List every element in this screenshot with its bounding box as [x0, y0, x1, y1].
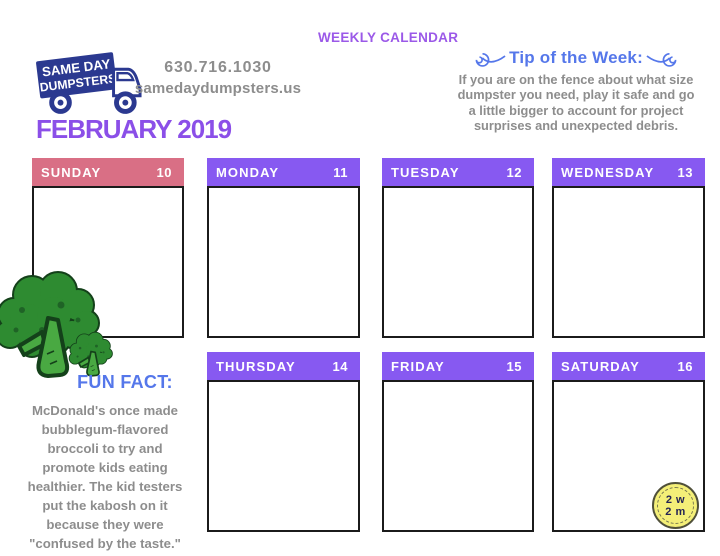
- day-date: 13: [677, 164, 693, 180]
- tip-title: Tip of the Week:: [509, 48, 643, 67]
- day-box-thursday: [207, 380, 360, 532]
- tip-text-line: dumpster you need, play it safe and go: [457, 87, 695, 103]
- day-box-tuesday: [382, 186, 534, 338]
- tip-text: If you are on the fence about what size …: [438, 72, 714, 133]
- tip-text-line: If you are on the fence about what size: [458, 72, 694, 87]
- contact-block: 630.716.1030 samedaydumpsters.us: [133, 59, 303, 97]
- day-header-wednesday: WEDNESDAY 13: [552, 158, 705, 186]
- company-logo-truck-icon: SAME DAY DUMPSTERS: [36, 52, 142, 114]
- day-cell-monday: MONDAY 11: [207, 158, 360, 338]
- day-header-monday: MONDAY 11: [207, 158, 360, 186]
- month-title: FEBRUARY 2019: [36, 114, 232, 144]
- day-cell-friday: FRIDAY 15: [382, 352, 534, 532]
- day-cell-thursday: THURSDAY 14: [207, 352, 360, 532]
- day-header-thursday: THURSDAY 14: [207, 352, 360, 380]
- day-name: SATURDAY: [561, 358, 640, 374]
- day-date: 11: [333, 164, 348, 180]
- tip-text-line: surprises and unexpected debris.: [473, 117, 679, 133]
- day-header-sunday: SUNDAY 10: [32, 158, 184, 186]
- tip-of-the-week: Tip of the Week: If you are on the fence…: [438, 48, 714, 133]
- fun-fact-line: put the kabosh on it: [42, 498, 168, 513]
- day-box-monday: [207, 186, 360, 338]
- day-header-saturday: SATURDAY 16: [552, 352, 705, 380]
- fun-fact-line: healthier. The kid testers: [27, 479, 183, 494]
- badge-line1: 2 w: [665, 493, 686, 506]
- day-date: 10: [156, 164, 172, 180]
- broccoli-icon: [0, 271, 113, 378]
- badge-line2: 2 m: [665, 505, 686, 518]
- day-date: 14: [332, 358, 348, 374]
- fun-fact-line: because they were: [46, 517, 164, 532]
- fun-fact-line: bubblegum-flavored: [41, 422, 169, 437]
- day-date: 12: [506, 164, 522, 180]
- day-name: THURSDAY: [216, 358, 296, 374]
- day-cell-tuesday: TUESDAY 12: [382, 158, 534, 338]
- fun-fact-text: McDonald's once made bubblegum-flavored …: [2, 401, 208, 553]
- fun-fact-line: "confused by the taste.": [29, 536, 181, 551]
- day-name: WEDNESDAY: [561, 164, 655, 180]
- page-title: WEEKLY CALENDAR: [318, 30, 459, 45]
- fun-fact-line: broccoli to try and: [47, 441, 163, 456]
- phone-number[interactable]: 630.716.1030: [164, 59, 272, 76]
- day-name: TUESDAY: [391, 164, 460, 180]
- fun-fact-title: FUN FACT:: [77, 372, 173, 392]
- day-date: 15: [506, 358, 522, 374]
- day-box-wednesday: [552, 186, 705, 338]
- day-header-tuesday: TUESDAY 12: [382, 158, 534, 186]
- day-cell-wednesday: WEDNESDAY 13: [552, 158, 705, 338]
- tip-text-line: a little bigger to account for project: [468, 102, 684, 118]
- day-name: FRIDAY: [391, 358, 445, 374]
- duration-badge: 2 w 2 m: [652, 482, 699, 529]
- day-date: 16: [677, 358, 693, 374]
- day-header-friday: FRIDAY 15: [382, 352, 534, 380]
- day-name: MONDAY: [216, 164, 280, 180]
- flourish-right-icon: [646, 52, 677, 67]
- fun-fact-line: McDonald's once made: [31, 403, 179, 418]
- duration-badge-inner: 2 w 2 m: [657, 487, 694, 524]
- day-box-friday: [382, 380, 534, 532]
- fun-fact-line: promote kids eating: [42, 460, 168, 475]
- website-link[interactable]: samedaydumpsters.us: [134, 80, 302, 97]
- flourish-left-icon: [475, 52, 506, 67]
- day-name: SUNDAY: [41, 164, 102, 180]
